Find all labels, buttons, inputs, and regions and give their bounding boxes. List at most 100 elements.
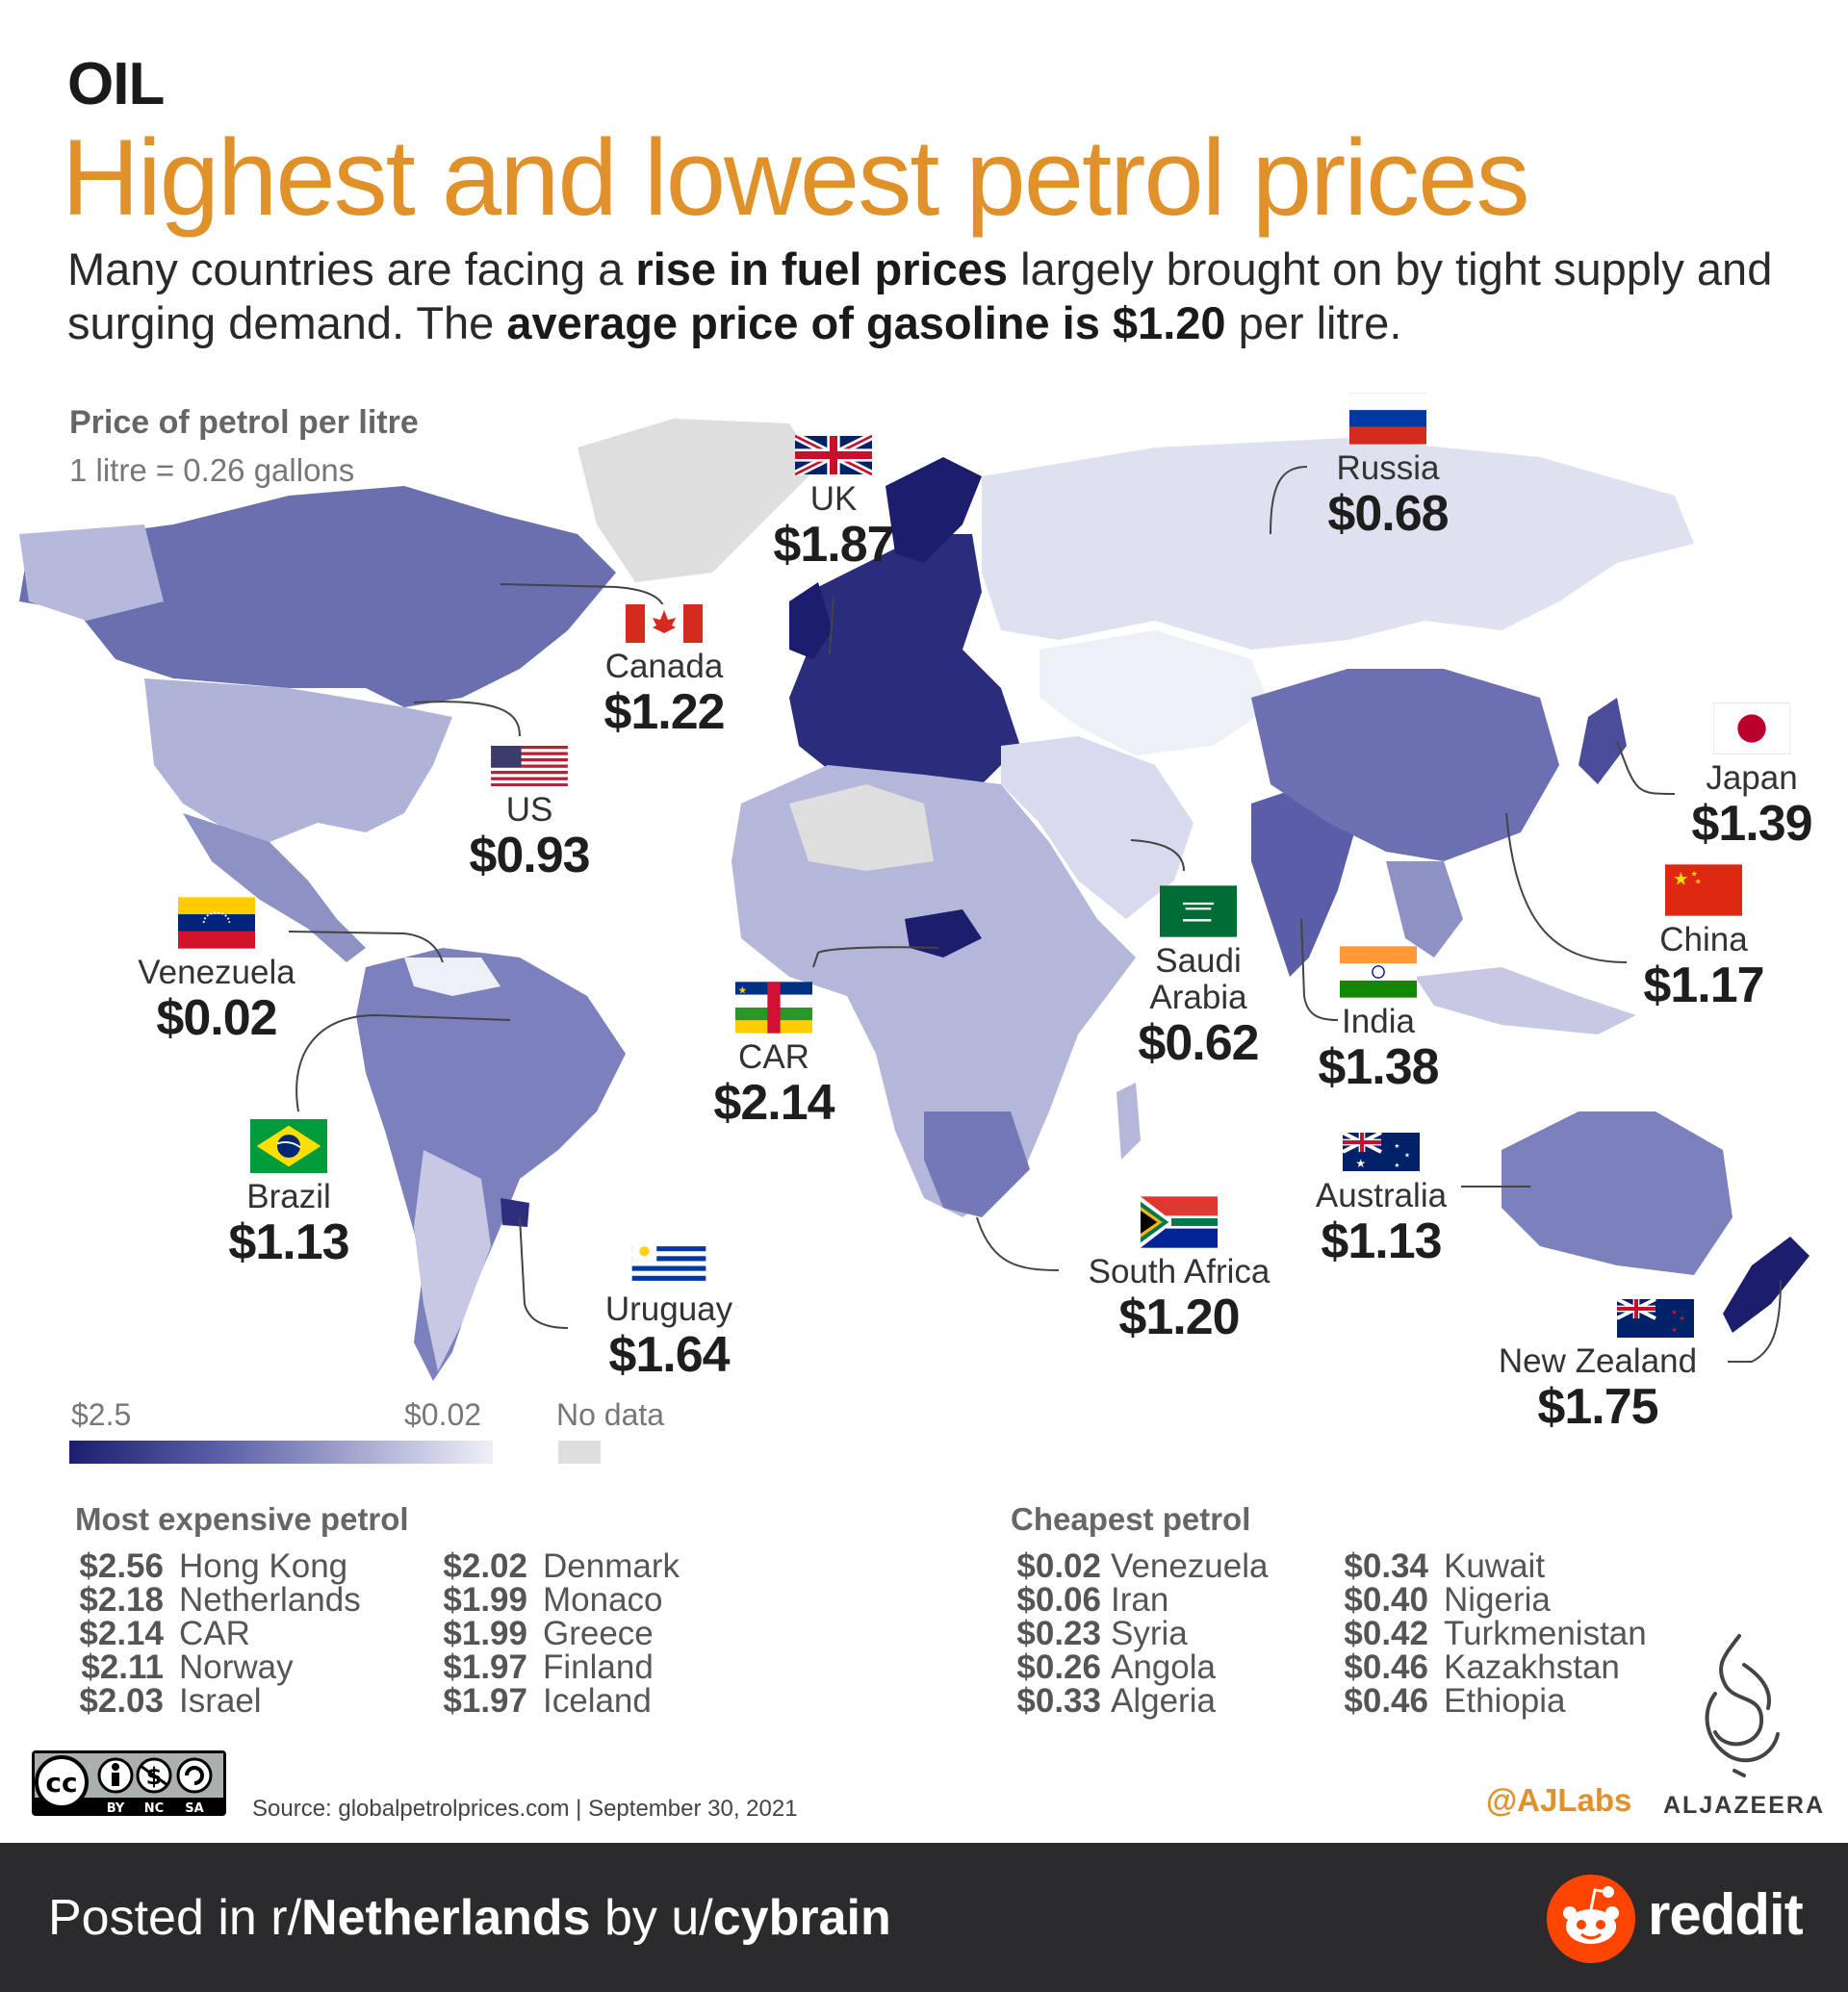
list-price: $0.23 — [1016, 1615, 1101, 1652]
callout-country: US — [505, 791, 553, 829]
svg-text:★: ★ — [1691, 869, 1698, 878]
callout-price: $1.87 — [773, 517, 894, 573]
uruguay-region — [500, 1198, 529, 1227]
list-item: $0.06 Iran — [1005, 1583, 1268, 1617]
reddit-wordmark: reddit — [1648, 1882, 1804, 1947]
list-item: $2.11 Norway — [67, 1650, 361, 1684]
middle-east-region — [1001, 736, 1194, 919]
list-item: $1.97 Iceland — [429, 1684, 680, 1718]
madagascar-region — [1116, 1083, 1141, 1160]
callout-country: Saudi Arabia — [1149, 942, 1247, 1016]
callout-price: $1.38 — [1318, 1039, 1439, 1095]
list-country: Iceland — [543, 1682, 652, 1720]
subreddit-link[interactable]: Netherlands — [301, 1890, 591, 1946]
svg-text:★: ★ — [1404, 1151, 1410, 1159]
svg-text:★: ★ — [1394, 1142, 1399, 1150]
legend-nodata-label: No data — [556, 1397, 665, 1432]
leader-line-us — [413, 701, 521, 737]
map-unit-note: 1 litre = 0.26 gallons — [69, 452, 355, 488]
leader-line-china — [1505, 812, 1628, 963]
india-flag-icon — [1340, 946, 1417, 998]
africa-region — [732, 765, 1136, 1217]
list-item: $0.23 Syria — [1005, 1617, 1268, 1650]
aljazeera-wordmark: ALJAZEERA — [1663, 1792, 1826, 1819]
leader-line-saudi — [1130, 839, 1185, 872]
callout-price: $1.20 — [1118, 1290, 1240, 1345]
callout-country: South Africa — [1088, 1253, 1270, 1290]
leader-line-uk — [829, 596, 834, 655]
callout-new-zealand: ★ ★ ★ New Zealand $1.75 — [1482, 1299, 1713, 1434]
list-item: $0.42 Turkmenistan — [1330, 1615, 1647, 1652]
southern-africa-region — [924, 1111, 1030, 1217]
list-price: $0.06 — [1016, 1581, 1101, 1619]
page-title: Highest and lowest petrol prices — [62, 117, 1529, 238]
list-item: $1.99 Greece — [429, 1617, 680, 1650]
reddit-alien-icon — [1547, 1875, 1635, 1963]
legend-nodata-swatch — [558, 1441, 601, 1464]
argentina-region — [414, 1150, 491, 1371]
venezuela-flag-icon — [178, 897, 255, 949]
legend-max-label: $2.5 — [71, 1397, 132, 1432]
legend-min-label: $0.02 — [404, 1397, 482, 1432]
most-expensive-list-col2: $2.02 Denmark $1.99 Monaco $1.99 Greece $1.… — [429, 1549, 680, 1718]
callout-brazil: Brazil $1.13 — [212, 1119, 366, 1269]
source-note: Source: globalpetrolprices.com | Septemb… — [252, 1796, 798, 1822]
cc-nc-label: NC — [144, 1801, 164, 1816]
callout-south-africa: South Africa $1.20 — [1068, 1196, 1290, 1344]
mexico-region — [183, 813, 366, 962]
europe-region — [789, 534, 1020, 784]
australia-region — [1502, 1111, 1732, 1275]
reddit-footer: Posted in r/Netherlands by u/cybrain red… — [0, 1843, 1848, 1992]
car-flag-icon: ★ — [735, 982, 812, 1034]
list-item: $0.40 Nigeria — [1330, 1583, 1647, 1617]
svg-text:★: ★ — [1679, 1315, 1685, 1323]
russia-region — [982, 438, 1694, 650]
north-africa-nodata-region — [789, 784, 934, 871]
callout-russia: Russia $0.68 — [1311, 393, 1465, 541]
list-country: Hong Kong — [179, 1547, 348, 1585]
list-item: $2.18 Netherlands — [67, 1583, 360, 1617]
list-country: Syria — [1111, 1615, 1188, 1652]
user-link[interactable]: cybrain — [712, 1890, 891, 1946]
callout-country: Australia — [1315, 1177, 1448, 1214]
list-item: $0.46 Kazakhstan — [1330, 1650, 1647, 1684]
cc-by-label: BY — [107, 1801, 125, 1816]
callout-canada: Canada $1.22 — [587, 604, 741, 739]
svg-text:cc: cc — [45, 1767, 77, 1799]
list-item: $2.14 CAR — [67, 1617, 361, 1650]
most-expensive-heading: Most expensive petrol — [75, 1501, 409, 1537]
leader-line-south-africa — [976, 1216, 1060, 1271]
callout-price: $0.62 — [1138, 1015, 1259, 1071]
list-item: $0.02 Venezuela — [1005, 1549, 1268, 1583]
cheapest-heading: Cheapest petrol — [1011, 1501, 1251, 1537]
list-country: Greece — [543, 1615, 654, 1652]
ajlabs-handle[interactable]: @AJLabs — [1486, 1782, 1632, 1818]
list-price: $0.46 — [1344, 1682, 1428, 1720]
list-country: CAR — [179, 1615, 250, 1652]
list-price: $2.11 — [81, 1648, 164, 1686]
list-country: Angola — [1111, 1648, 1216, 1686]
south-america-region — [356, 948, 626, 1381]
canada-flag-icon — [626, 604, 703, 643]
posted-prefix: Posted in r/ — [48, 1890, 302, 1946]
list-item: $0.34 Kuwait — [1330, 1549, 1647, 1583]
callout-car: ★ CAR $2.14 — [697, 982, 851, 1130]
leader-line-venezuela — [288, 931, 444, 963]
svg-text:★: ★ — [1673, 870, 1689, 890]
callout-price: $1.75 — [1537, 1379, 1658, 1435]
list-country: Turkmenistan — [1444, 1615, 1647, 1652]
us-flag-icon — [491, 746, 568, 786]
callout-country: Canada — [604, 648, 724, 685]
list-price: $1.97 — [443, 1682, 527, 1720]
callout-price: $1.13 — [228, 1214, 349, 1270]
indonesia-region — [1415, 967, 1636, 1034]
list-item: $1.99 Monaco — [429, 1583, 680, 1617]
legend-gradient — [69, 1441, 493, 1464]
australia-flag-icon: ★ ★ ★ ★ — [1343, 1132, 1420, 1171]
svg-text:★: ★ — [1394, 1162, 1399, 1169]
india-region — [1251, 784, 1357, 977]
saudi-arabia-flag-icon — [1160, 885, 1237, 937]
callout-country: Uruguay — [604, 1290, 733, 1328]
callout-price: $0.68 — [1327, 486, 1449, 542]
callout-saudi-arabia: Saudi Arabia $0.62 — [1116, 885, 1280, 1070]
